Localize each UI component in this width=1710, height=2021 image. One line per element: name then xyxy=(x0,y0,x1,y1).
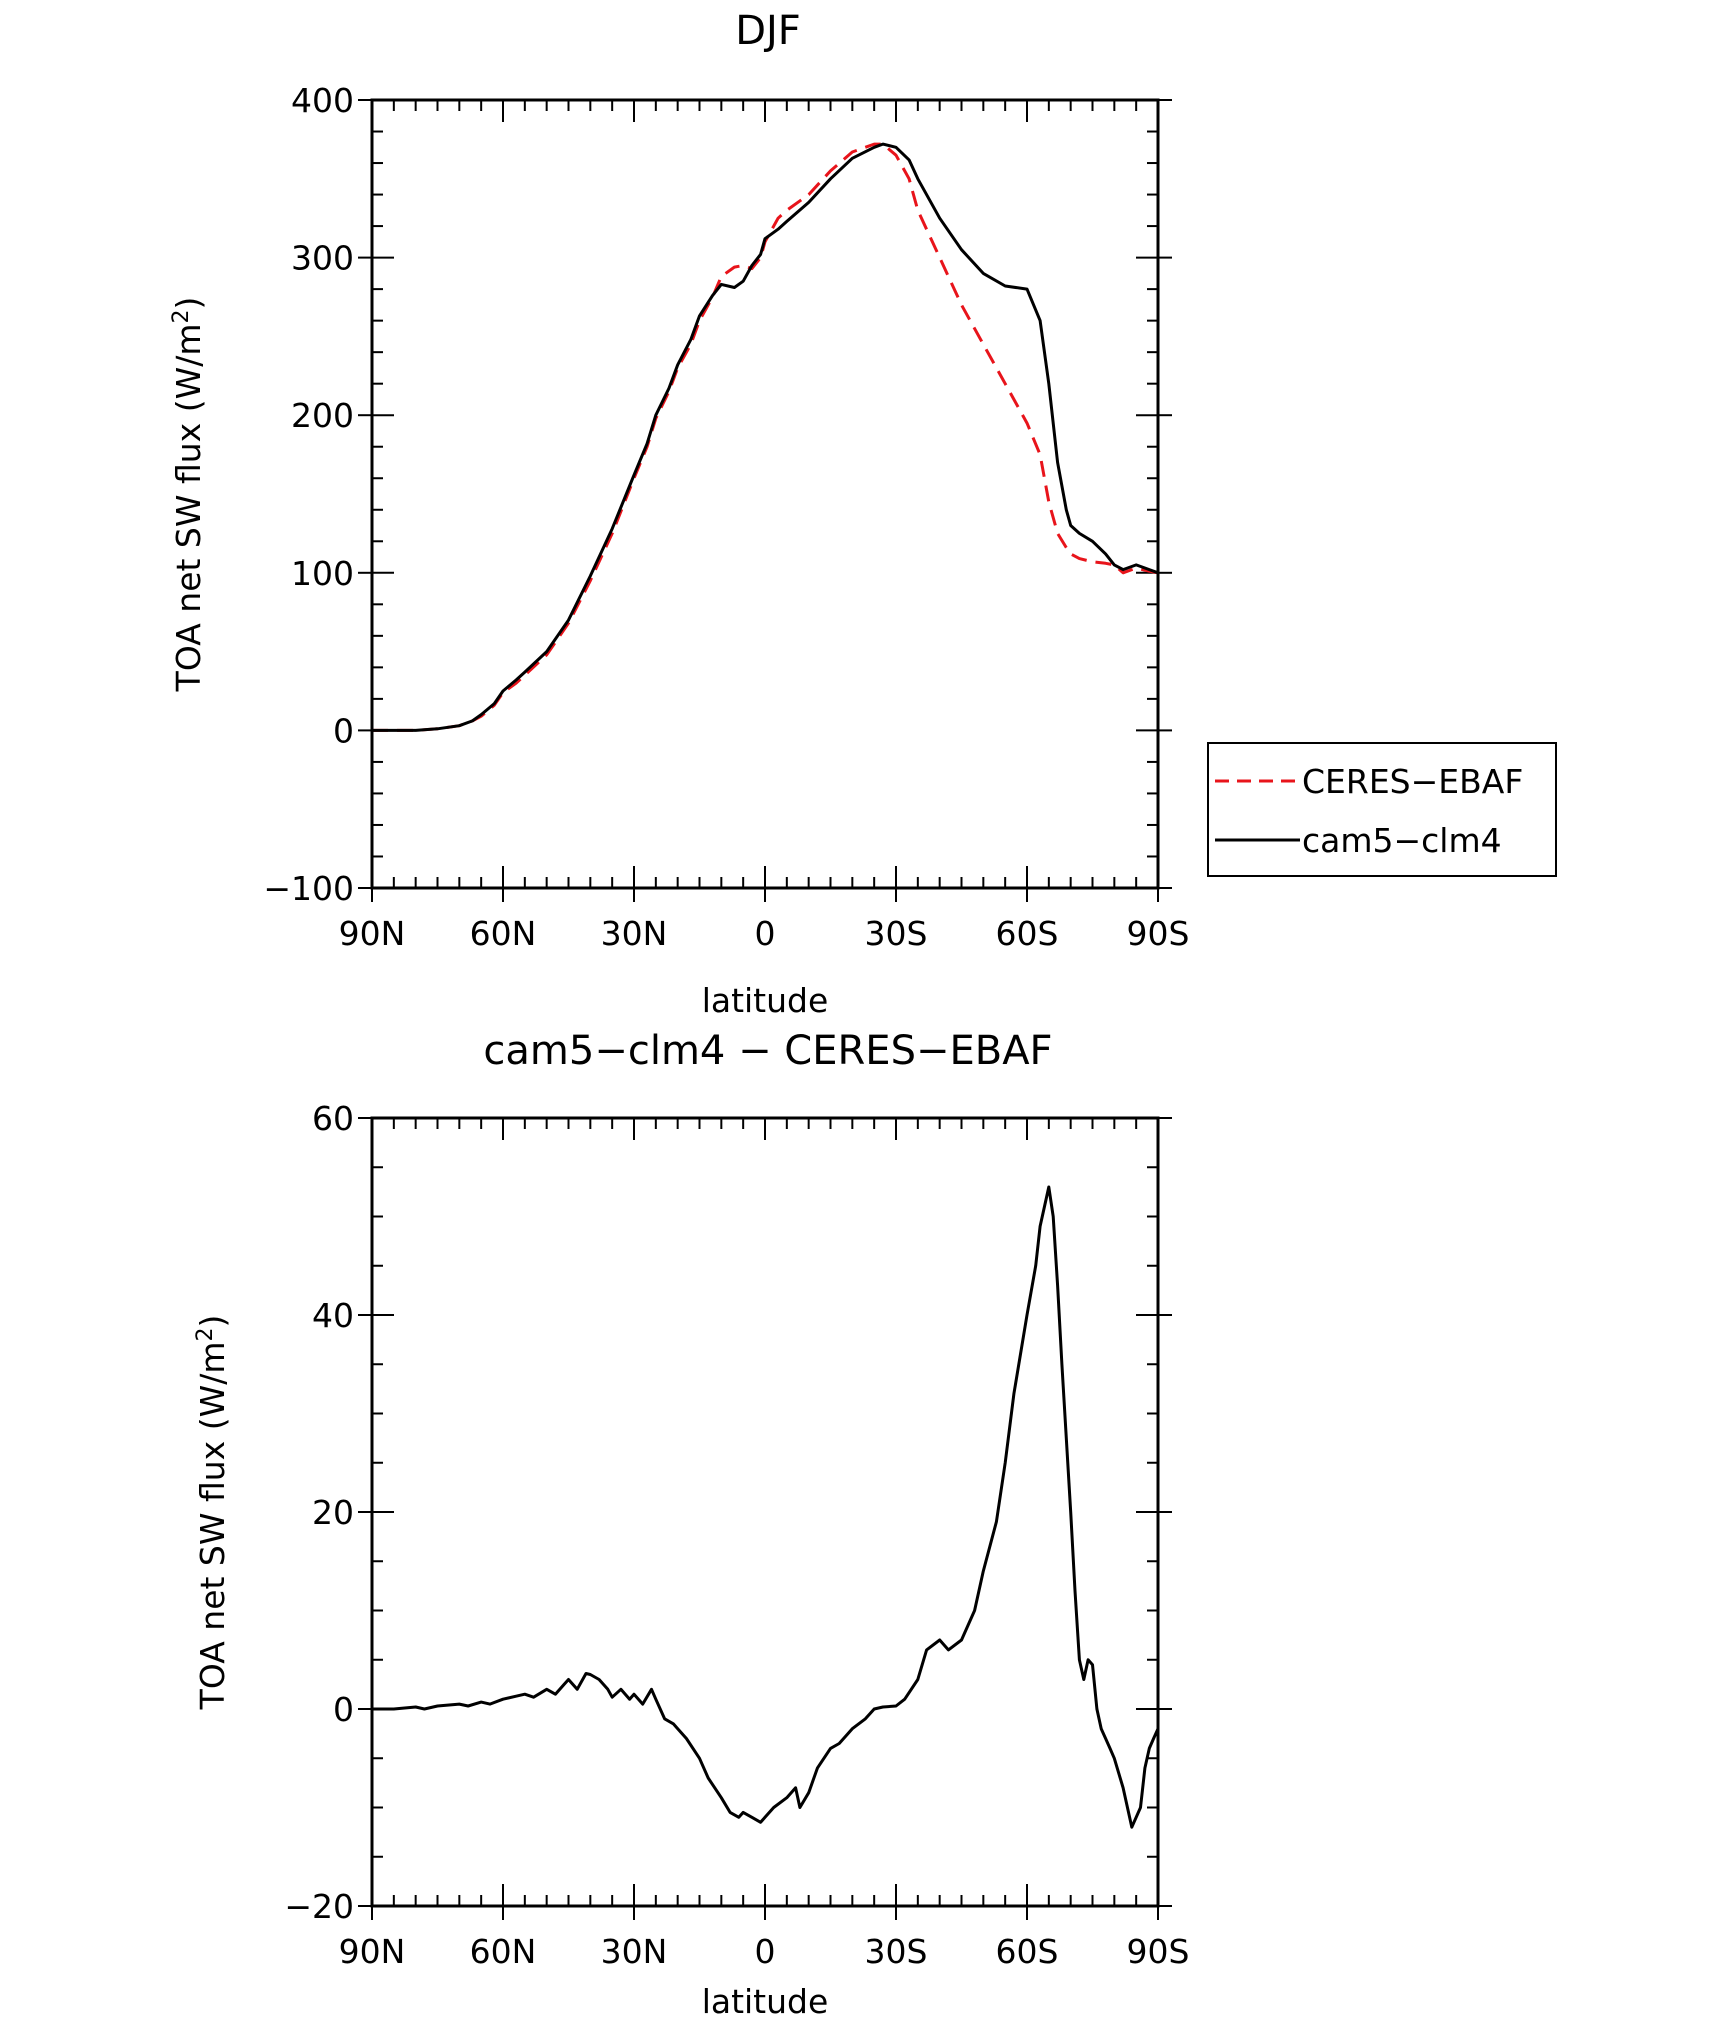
bottom-x-tick-label: 30N xyxy=(601,1932,668,1971)
bottom-chart-ticks xyxy=(358,1117,1172,1920)
top-y-title-superscript: 2 xyxy=(169,310,194,324)
bottom-y-title-main: TOA net SW flux (W/m xyxy=(193,1342,232,1711)
top-y-tick-label: −100 xyxy=(263,869,354,908)
top-y-tick-label: 100 xyxy=(291,554,354,593)
top-chart-y-tick-labels: 400 300 200 100 0 −100 xyxy=(263,81,354,908)
bottom-x-tick-label: 90N xyxy=(339,1932,406,1971)
top-x-tick-label: 90S xyxy=(1127,914,1190,953)
top-chart-legend: CERES−EBAF cam5−clm4 xyxy=(1207,742,1557,877)
bottom-chart-panel: cam5−clm4 − CERES−EBAF 90N 60N 30N 0 30S 60S 9… xyxy=(193,1028,1189,2021)
bottom-x-tick-label: 60S xyxy=(996,1932,1059,1971)
bottom-x-tick-label: 30S xyxy=(865,1932,928,1971)
bottom-chart-x-tick-labels: 90N 60N 30N 0 30S 60S 90S xyxy=(339,1932,1190,1971)
top-chart-series xyxy=(372,142,1159,732)
bottom-chart-y-axis-title: TOA net SW flux (W/m2) xyxy=(193,1315,232,1711)
top-x-tick-label: 90N xyxy=(339,914,406,953)
top-x-tick-label: 60N xyxy=(470,914,537,953)
top-series-line-2 xyxy=(372,142,1159,732)
bottom-chart-x-axis-title: latitude xyxy=(702,1982,829,2021)
top-chart-panel: DJF 90N 60N 30N 0 30S 60S 90S 400 300 200 100 0 −10… xyxy=(169,8,1557,1020)
bottom-x-tick-label: 90S xyxy=(1127,1932,1190,1971)
top-y-title-main: TOA net SW flux (W/m xyxy=(169,324,208,693)
top-x-tick-label: 30N xyxy=(601,914,668,953)
bottom-x-tick-label: 60N xyxy=(470,1932,537,1971)
bottom-y-tick-label: 0 xyxy=(333,1690,354,1729)
top-y-title-end: ) xyxy=(169,297,208,310)
bottom-y-tick-label: 40 xyxy=(312,1296,354,1335)
top-x-tick-label: 0 xyxy=(755,914,776,953)
top-chart-frame xyxy=(370,98,1160,890)
bottom-x-tick-label: 0 xyxy=(755,1932,776,1971)
bottom-chart-y-tick-labels: 60 40 20 0 −20 xyxy=(284,1099,354,1926)
top-y-tick-label: 300 xyxy=(291,239,354,278)
bottom-chart-frame xyxy=(370,1116,1160,1908)
top-x-tick-label: 30S xyxy=(865,914,928,953)
top-y-tick-label: 200 xyxy=(291,396,354,435)
top-x-tick-label: 60S xyxy=(996,914,1059,953)
bottom-series-line-1 xyxy=(372,1185,1160,1829)
top-y-tick-label: 0 xyxy=(333,711,354,750)
bottom-y-title-end: ) xyxy=(193,1315,232,1328)
legend-label-cam5: cam5−clm4 xyxy=(1302,821,1502,860)
top-chart-ticks xyxy=(358,99,1172,902)
legend-box xyxy=(1207,742,1557,877)
top-chart-y-axis-title: TOA net SW flux (W/m2) xyxy=(169,297,208,693)
top-chart-title: DJF xyxy=(735,8,801,54)
legend-label-ceres: CERES−EBAF xyxy=(1302,762,1523,801)
bottom-y-title-superscript: 2 xyxy=(193,1328,218,1342)
bottom-chart-series xyxy=(372,1185,1160,1829)
top-y-tick-label: 400 xyxy=(291,81,354,120)
bottom-chart-title: cam5−clm4 − CERES−EBAF xyxy=(483,1028,1052,1074)
bottom-y-tick-label: −20 xyxy=(284,1887,354,1926)
bottom-y-tick-label: 20 xyxy=(312,1493,354,1532)
top-chart-x-axis-title: latitude xyxy=(702,981,829,1020)
bottom-y-tick-label: 60 xyxy=(312,1099,354,1138)
top-chart-x-tick-labels: 90N 60N 30N 0 30S 60S 90S xyxy=(339,914,1190,953)
